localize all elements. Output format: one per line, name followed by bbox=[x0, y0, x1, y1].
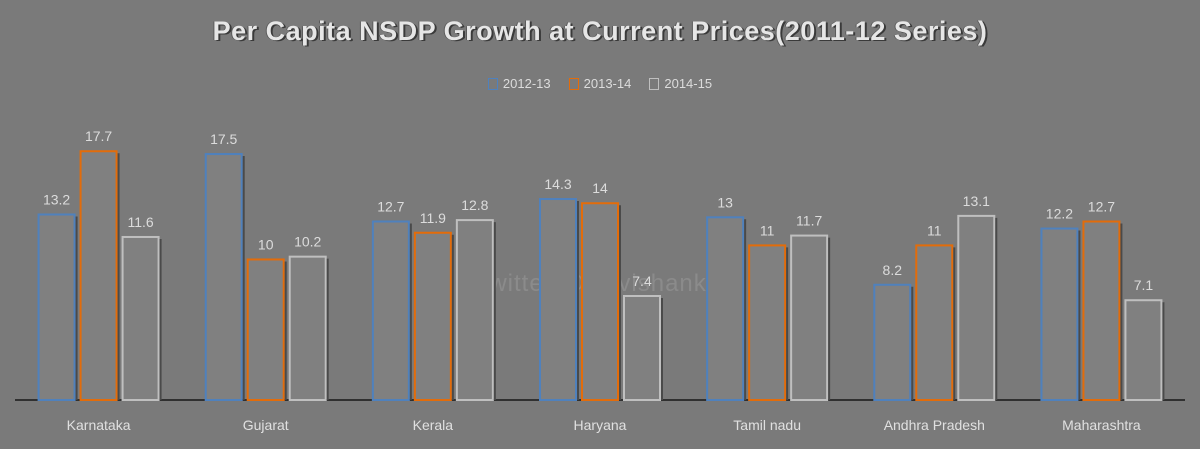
bar-2013-14-karnataka bbox=[79, 150, 118, 401]
data-label: 11 bbox=[927, 222, 942, 238]
bar-2013-14-tamil-nadu bbox=[748, 244, 787, 401]
data-label: 12.8 bbox=[461, 197, 488, 213]
legend-label-2013-14: 2013-14 bbox=[583, 76, 632, 91]
data-label: 12.7 bbox=[377, 199, 404, 215]
bar-2012-13-karnataka bbox=[37, 213, 76, 401]
data-label: 11.9 bbox=[420, 210, 446, 226]
bar-2012-13-maharashtra bbox=[1040, 227, 1079, 401]
bar-2012-13-tamil-nadu bbox=[706, 216, 745, 401]
bar-2012-13-kerala bbox=[371, 220, 410, 401]
bar-2014-15-tamil-nadu bbox=[790, 234, 829, 401]
bar-2014-15-gujarat bbox=[288, 255, 327, 401]
bar-2013-14-haryana bbox=[581, 202, 619, 401]
legend-swatch-2013-14 bbox=[568, 77, 579, 90]
data-label: 13.1 bbox=[963, 193, 990, 209]
category-label: Maharashtra bbox=[1062, 417, 1141, 433]
data-label: 12.2 bbox=[1046, 206, 1073, 222]
data-label: 11.6 bbox=[127, 214, 153, 230]
category-label: Gujarat bbox=[243, 417, 289, 433]
bar-2013-14-gujarat bbox=[246, 258, 285, 402]
data-label: 7.1 bbox=[1134, 277, 1154, 293]
bar-2014-15-karnataka bbox=[121, 235, 160, 401]
legend-swatch-2014-15 bbox=[649, 77, 660, 90]
data-label: 17.5 bbox=[210, 131, 237, 147]
legend-label-2014-15: 2014-15 bbox=[664, 76, 713, 91]
legend-label-2012-13: 2012-13 bbox=[502, 76, 551, 91]
category-label: Karnataka bbox=[67, 417, 131, 433]
data-label: 14.3 bbox=[544, 176, 571, 192]
data-label: 10.2 bbox=[294, 234, 321, 250]
bar-2014-15-haryana bbox=[623, 295, 661, 401]
data-label: 11 bbox=[760, 222, 775, 238]
category-label: Andhra Pradesh bbox=[884, 417, 985, 433]
data-label: 11.7 bbox=[796, 213, 822, 229]
legend-item-2014-15: 2014-15 bbox=[649, 76, 712, 91]
bar-2012-13-andhra-pradesh bbox=[873, 283, 912, 401]
bar-2013-14-kerala bbox=[413, 231, 452, 401]
bar-2012-13-gujarat bbox=[204, 153, 243, 401]
bar-2014-15-andhra-pradesh bbox=[957, 214, 996, 401]
bar-2012-13-haryana bbox=[539, 198, 577, 401]
data-label: 12.7 bbox=[1088, 199, 1115, 215]
data-label: 7.4 bbox=[632, 273, 652, 289]
data-label: 10 bbox=[258, 236, 274, 252]
legend-item-2013-14: 2013-14 bbox=[568, 76, 632, 91]
bar-2014-15-maharashtra bbox=[1124, 299, 1163, 401]
category-label: Kerala bbox=[413, 417, 454, 433]
bar-2013-14-maharashtra bbox=[1082, 220, 1121, 401]
chart-title: Per Capita NSDP Growth at Current Prices… bbox=[212, 16, 988, 46]
category-label: Tamil nadu bbox=[733, 417, 801, 433]
data-label: 13 bbox=[717, 194, 733, 210]
bar-2013-14-andhra-pradesh bbox=[915, 244, 954, 401]
legend-item-2012-13: 2012-13 bbox=[487, 76, 551, 91]
data-label: 14 bbox=[592, 180, 608, 196]
legend: 2012-13 2013-14 2014-15 bbox=[0, 76, 1200, 91]
data-label: 13.2 bbox=[43, 191, 70, 207]
category-label: Haryana bbox=[574, 417, 627, 433]
data-label: 8.2 bbox=[883, 262, 903, 278]
data-label: 17.7 bbox=[85, 128, 112, 144]
legend-swatch-2012-13 bbox=[487, 77, 498, 90]
bar-2014-15-kerala bbox=[455, 219, 494, 401]
